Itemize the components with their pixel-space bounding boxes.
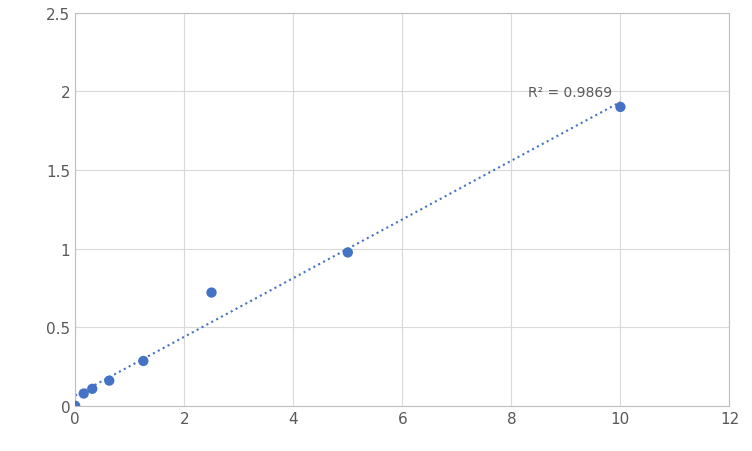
Point [341,249,353,257]
Point [103,377,115,384]
Point [614,104,626,111]
Point [205,289,217,296]
Point [77,390,89,397]
Point [69,402,81,410]
Point [138,358,150,365]
Text: R² = 0.9869: R² = 0.9869 [528,86,612,100]
Point [86,385,99,392]
